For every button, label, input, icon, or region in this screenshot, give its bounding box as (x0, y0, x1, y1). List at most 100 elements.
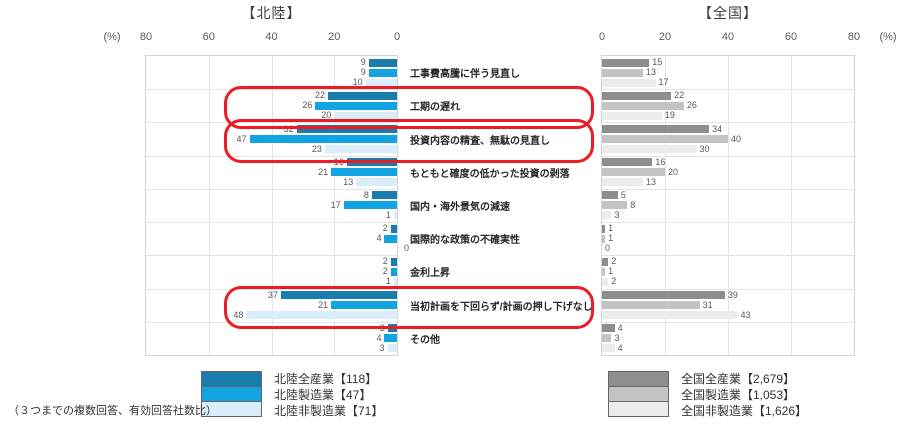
bar (368, 58, 397, 67)
axis-tick-label: 20 (658, 31, 672, 43)
bar-value-label: 21 (318, 166, 329, 177)
gridline (602, 255, 854, 257)
bar (368, 68, 397, 77)
legend-swatch (201, 386, 262, 402)
legend-swatch (608, 371, 669, 387)
bar-line: 16 (146, 157, 397, 167)
bar (343, 201, 397, 210)
bar-value-label: 22 (314, 90, 325, 101)
bar-value-label: 48 (233, 309, 244, 320)
bar-value-label: 9 (360, 57, 366, 68)
bar-line: 48 (146, 309, 397, 320)
bar-value-label: 0 (403, 243, 409, 254)
bar-value-label: 20 (668, 166, 679, 177)
bar (384, 234, 397, 243)
bar-line: 5 (602, 190, 854, 200)
bar (602, 111, 662, 120)
bar-line: 40 (602, 133, 854, 144)
axis-tick-label: 0 (393, 31, 401, 43)
bar (602, 267, 606, 276)
bar-value-label: 1 (608, 266, 614, 277)
gridline (791, 56, 792, 355)
bar (249, 135, 397, 144)
bar (387, 344, 397, 353)
bar-line: 13 (602, 177, 854, 187)
bar-line: 1 (146, 209, 397, 220)
legend-swatch (201, 371, 262, 387)
bar-value-label: 32 (283, 123, 294, 134)
bar-value-label: 43 (740, 309, 751, 320)
legend-series-label: 北陸非製造業【71】 (274, 404, 384, 418)
bar (602, 91, 672, 100)
bar (602, 145, 697, 154)
bar-line: 39 (602, 289, 854, 300)
bar (390, 267, 397, 276)
right-chart-title: 【全国】 (698, 5, 758, 21)
bar (331, 168, 397, 177)
bar-value-label: 3 (614, 332, 620, 343)
bar (390, 257, 397, 266)
axis-tick-label: 80 (139, 31, 153, 43)
bar-value-label: 0 (605, 243, 611, 254)
left-plot-area: 9 9 10 22 26 20 32 47 23 16 21 13 8 17 1 2 4 0 2 2 1 37 21 48 3 4… (145, 55, 409, 356)
gridline (146, 155, 397, 157)
bar-line: 9 (146, 68, 397, 77)
gridline (602, 222, 854, 224)
bar-value-label: 30 (699, 143, 710, 154)
axis-tick-label: 40 (721, 31, 735, 43)
bar-value-label: 3 (379, 322, 385, 333)
bar-line: 4 (602, 323, 854, 333)
bar-value-label: 15 (652, 57, 663, 68)
gridline (146, 321, 397, 323)
bar-group: 15 13 17 (602, 56, 854, 89)
bar-group: 22 26 19 (602, 89, 854, 122)
bar-line: 0 (602, 244, 854, 253)
bar (384, 334, 397, 343)
gridline (146, 89, 397, 91)
gridline (665, 56, 666, 355)
bar (296, 125, 397, 134)
right-plot-area: 15 13 17 22 26 19 34 40 30 16 20 13 5 8 3 1 1 0 2 1 2 39 31 43 4… (601, 55, 855, 356)
bar-line: 13 (602, 68, 854, 77)
footnote: （３つまでの複数回答、有効回答社数比） (8, 405, 217, 417)
bar-value-label: 39 (727, 289, 738, 300)
category-label: 金利上昇 (410, 268, 450, 280)
bar-value-label: 26 (302, 100, 313, 111)
bar-value-label: 40 (731, 133, 742, 144)
bar-line: 3 (602, 209, 854, 220)
legend-labels: 全国全産業【2,679】 全国製造業【1,053】 全国非製造業【1,626】 (681, 371, 807, 419)
bar (356, 178, 397, 187)
gridline (146, 222, 397, 224)
bar-value-label: 1 (608, 223, 614, 234)
category-label: 工事費高騰に伴う見直し (410, 69, 520, 81)
bar-group: 9 9 10 (146, 56, 397, 89)
bar (365, 78, 397, 87)
bar-line: 3 (146, 343, 397, 353)
bar-value-label: 3 (614, 209, 620, 220)
bar-group: 34 40 30 (602, 122, 854, 155)
bar-group: 8 17 1 (146, 189, 397, 222)
bar (602, 135, 728, 144)
bar-value-label: 31 (702, 299, 713, 310)
bar-group: 22 26 20 (146, 89, 397, 122)
bar-line: 26 (602, 101, 854, 110)
bar-line: 47 (146, 134, 397, 144)
bar-group: 32 47 23 (146, 122, 397, 155)
category-label: 工期の遅れ (410, 102, 460, 114)
bar-line: 2 (146, 224, 397, 233)
category-label: 投資内容の精査、無駄の見直し (410, 135, 550, 147)
legend-swatch (608, 401, 669, 417)
bar-value-label: 13 (645, 67, 656, 78)
bar-value-label: 21 (318, 299, 329, 310)
bar-value-label: 1 (385, 209, 391, 220)
legend-labels: 北陸全産業【118】 北陸製造業【47】 北陸非製造業【71】 (274, 371, 383, 419)
gridline (146, 188, 397, 190)
right-legend: 全国全産業【2,679】 全国製造業【1,053】 全国非製造業【1,626】 (608, 371, 807, 419)
bar (602, 301, 700, 310)
